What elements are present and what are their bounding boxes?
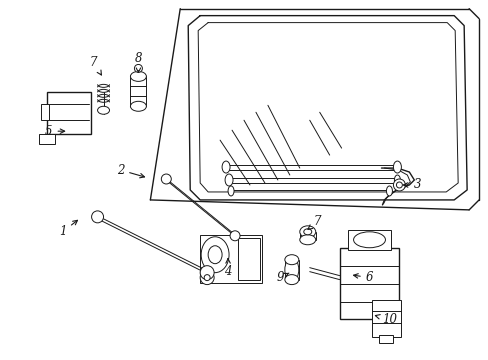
Bar — [371, 300, 401, 337]
Ellipse shape — [161, 174, 171, 184]
Text: 7: 7 — [90, 56, 101, 75]
Ellipse shape — [130, 101, 146, 111]
Bar — [39, 134, 55, 144]
Ellipse shape — [222, 161, 229, 173]
Text: 10: 10 — [375, 313, 396, 326]
Ellipse shape — [353, 232, 385, 248]
Bar — [238, 238, 260, 280]
Ellipse shape — [393, 161, 401, 173]
Bar — [379, 336, 393, 343]
Text: 8: 8 — [134, 52, 142, 72]
Ellipse shape — [299, 235, 315, 245]
Ellipse shape — [201, 237, 228, 273]
Ellipse shape — [200, 266, 214, 280]
Text: 7: 7 — [307, 215, 321, 229]
Text: 1: 1 — [59, 220, 77, 238]
Text: 3: 3 — [403, 179, 420, 192]
Ellipse shape — [285, 275, 298, 285]
Ellipse shape — [386, 186, 392, 196]
Text: 2: 2 — [117, 163, 144, 178]
Bar — [200, 235, 262, 283]
Bar — [347, 230, 390, 250]
Ellipse shape — [91, 211, 103, 223]
Ellipse shape — [208, 246, 222, 264]
Text: 6: 6 — [353, 271, 372, 284]
Ellipse shape — [299, 226, 315, 238]
Text: 5: 5 — [45, 125, 64, 138]
Bar — [339, 248, 399, 319]
Ellipse shape — [203, 275, 210, 280]
Bar — [41, 104, 49, 120]
Bar — [130, 76, 146, 106]
Ellipse shape — [98, 106, 109, 114]
Text: 4: 4 — [224, 259, 231, 278]
Ellipse shape — [285, 255, 298, 265]
Ellipse shape — [396, 182, 402, 188]
Text: 9: 9 — [276, 271, 288, 284]
Ellipse shape — [393, 179, 405, 191]
Bar — [47, 92, 90, 134]
Ellipse shape — [229, 231, 240, 241]
Ellipse shape — [224, 174, 233, 186]
Ellipse shape — [227, 186, 234, 196]
Ellipse shape — [134, 64, 142, 72]
Ellipse shape — [303, 229, 311, 235]
Ellipse shape — [285, 258, 298, 282]
Ellipse shape — [130, 71, 146, 81]
Ellipse shape — [394, 175, 400, 185]
Ellipse shape — [200, 271, 214, 285]
